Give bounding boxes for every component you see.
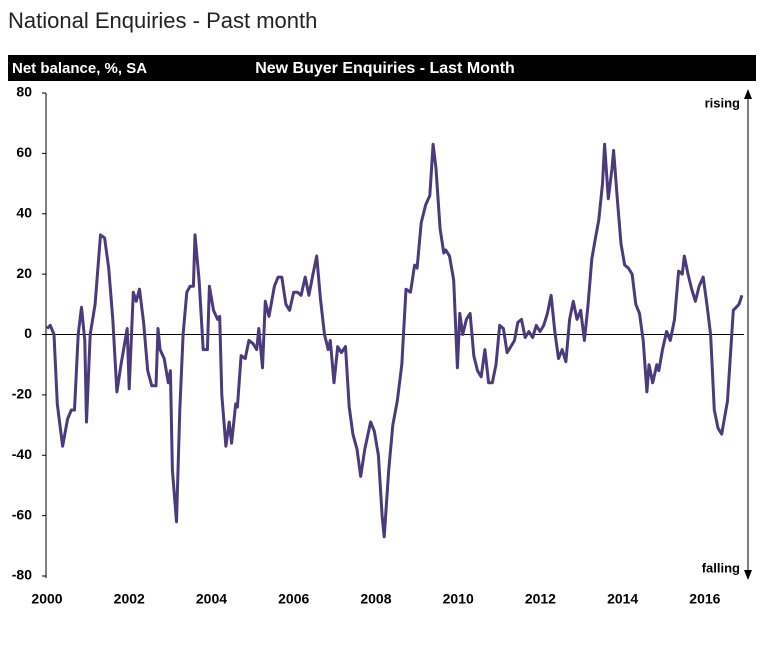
annotation: falling xyxy=(702,560,740,575)
x-tick-label: 2004 xyxy=(196,591,227,607)
y-tick-label: 20 xyxy=(16,265,32,281)
x-tick-label: 2014 xyxy=(607,591,638,607)
y-tick-label: 40 xyxy=(16,204,32,220)
y-tick-label: 60 xyxy=(16,144,32,160)
x-tick-label: 2008 xyxy=(360,591,391,607)
x-tick-label: 2006 xyxy=(278,591,309,607)
y-tick-label: 80 xyxy=(16,84,32,100)
y-tick-label: 0 xyxy=(24,325,32,341)
y-tick-label: -60 xyxy=(12,506,32,522)
y-tick-label: -40 xyxy=(12,446,32,462)
data-line xyxy=(45,142,744,539)
x-tick-label: 2002 xyxy=(114,591,145,607)
y-tick-label: -80 xyxy=(12,567,32,583)
arrow-down xyxy=(744,570,752,580)
x-tick-label: 2012 xyxy=(525,591,556,607)
x-tick-label: 2000 xyxy=(31,591,62,607)
chart-title: New Buyer Enquiries - Last Month xyxy=(255,60,515,77)
page-title: National Enquiries - Past month xyxy=(8,8,317,33)
arrow-up xyxy=(744,89,752,99)
y-axis-label: Net balance, %, SA xyxy=(12,60,147,77)
x-tick-label: 2016 xyxy=(689,591,720,607)
y-tick-label: -20 xyxy=(12,386,32,402)
annotation: rising xyxy=(705,95,740,110)
header-bar xyxy=(8,55,756,81)
x-tick-label: 2010 xyxy=(443,591,474,607)
